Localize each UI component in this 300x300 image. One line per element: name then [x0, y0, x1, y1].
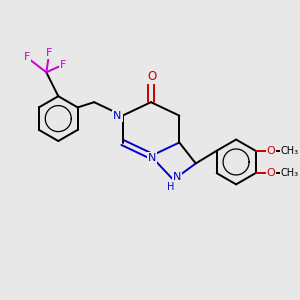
Text: N: N	[173, 172, 181, 182]
Text: O: O	[148, 70, 157, 83]
Text: CH₃: CH₃	[280, 168, 298, 178]
Text: F: F	[24, 52, 30, 62]
Text: O: O	[267, 168, 275, 178]
Text: F: F	[60, 60, 66, 70]
Text: O: O	[267, 146, 275, 156]
Text: H: H	[167, 182, 175, 192]
Text: F: F	[46, 48, 52, 58]
Text: N: N	[148, 153, 157, 164]
Text: CH₃: CH₃	[280, 146, 298, 156]
Text: N: N	[113, 111, 122, 121]
